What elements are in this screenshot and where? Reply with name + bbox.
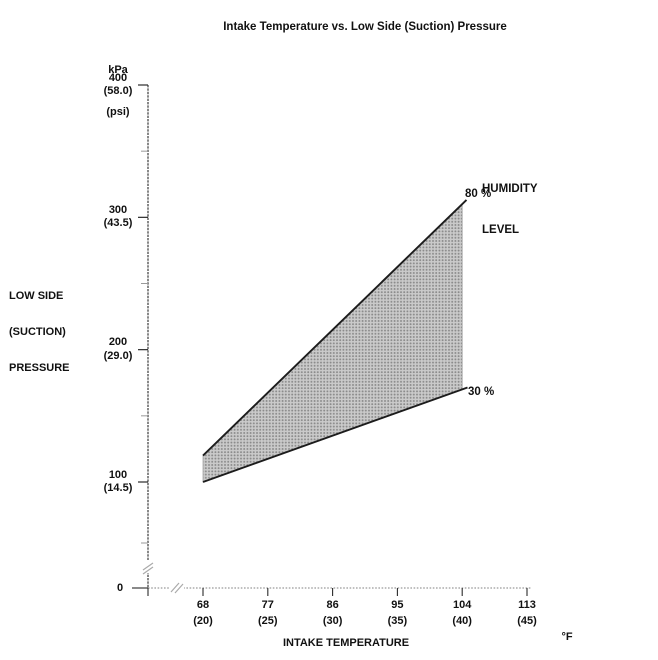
y-tick-label: 400 (58.0) (103, 71, 133, 98)
line-30pct-humidity (202, 386, 468, 483)
y-axis-break-mark (142, 566, 154, 575)
x-tick-label: 113 (45) (517, 599, 537, 627)
x-axis-title: INTAKE TEMPERATURE (282, 637, 410, 649)
x-axis-unit-primary: °F (561, 631, 573, 643)
y-axis-break-mark (142, 562, 154, 571)
x-tick-label: 95 (35) (387, 599, 408, 627)
y-tick-label: 100 (14.5) (103, 468, 133, 495)
x-axis-break-gap (170, 583, 184, 593)
humidity-80pct-label: 80 % (465, 188, 492, 200)
humidity-legend-line2: LEVEL (482, 223, 520, 236)
line-80pct-humidity (202, 199, 468, 457)
origin-tick-label: 0 (116, 582, 124, 594)
y-tick-label: 300 (43.5) (103, 203, 133, 230)
x-axis-break-mark (170, 582, 180, 593)
y-axis-units: kPa (psi) (88, 35, 148, 147)
x-axis-units: °F (°C) (537, 597, 597, 660)
humidity-30pct-label: 30 % (468, 386, 495, 398)
y-tick-label: 200 (29.0) (103, 336, 133, 362)
y-axis-title: LOW SIDE (SUCTION) PRESSURE (9, 266, 70, 398)
humidity-legend-line1: HUMIDITY (482, 183, 538, 195)
humidity-band (202, 203, 463, 483)
y-axis-unit-secondary: (psi) (106, 106, 130, 118)
y-axis-title-line1: LOW SIDE (9, 290, 64, 302)
x-tick-label: 104 (40) (452, 599, 472, 627)
y-axis-title-line2: (SUCTION) (9, 326, 66, 338)
y-axis-title-line3: PRESSURE (9, 362, 70, 374)
x-tick-label: 86 (30) (322, 599, 343, 627)
chart-title: Intake Temperature vs. Low Side (Suction… (223, 21, 507, 33)
x-axis-break-mark (174, 583, 184, 594)
y-axis-unit-primary: kPa (108, 64, 128, 76)
x-tick-label: 77 (25) (258, 599, 278, 627)
x-tick-label: 68 (20) (193, 599, 213, 627)
humidity-legend-title: HUMIDITY LEVEL (482, 156, 538, 264)
